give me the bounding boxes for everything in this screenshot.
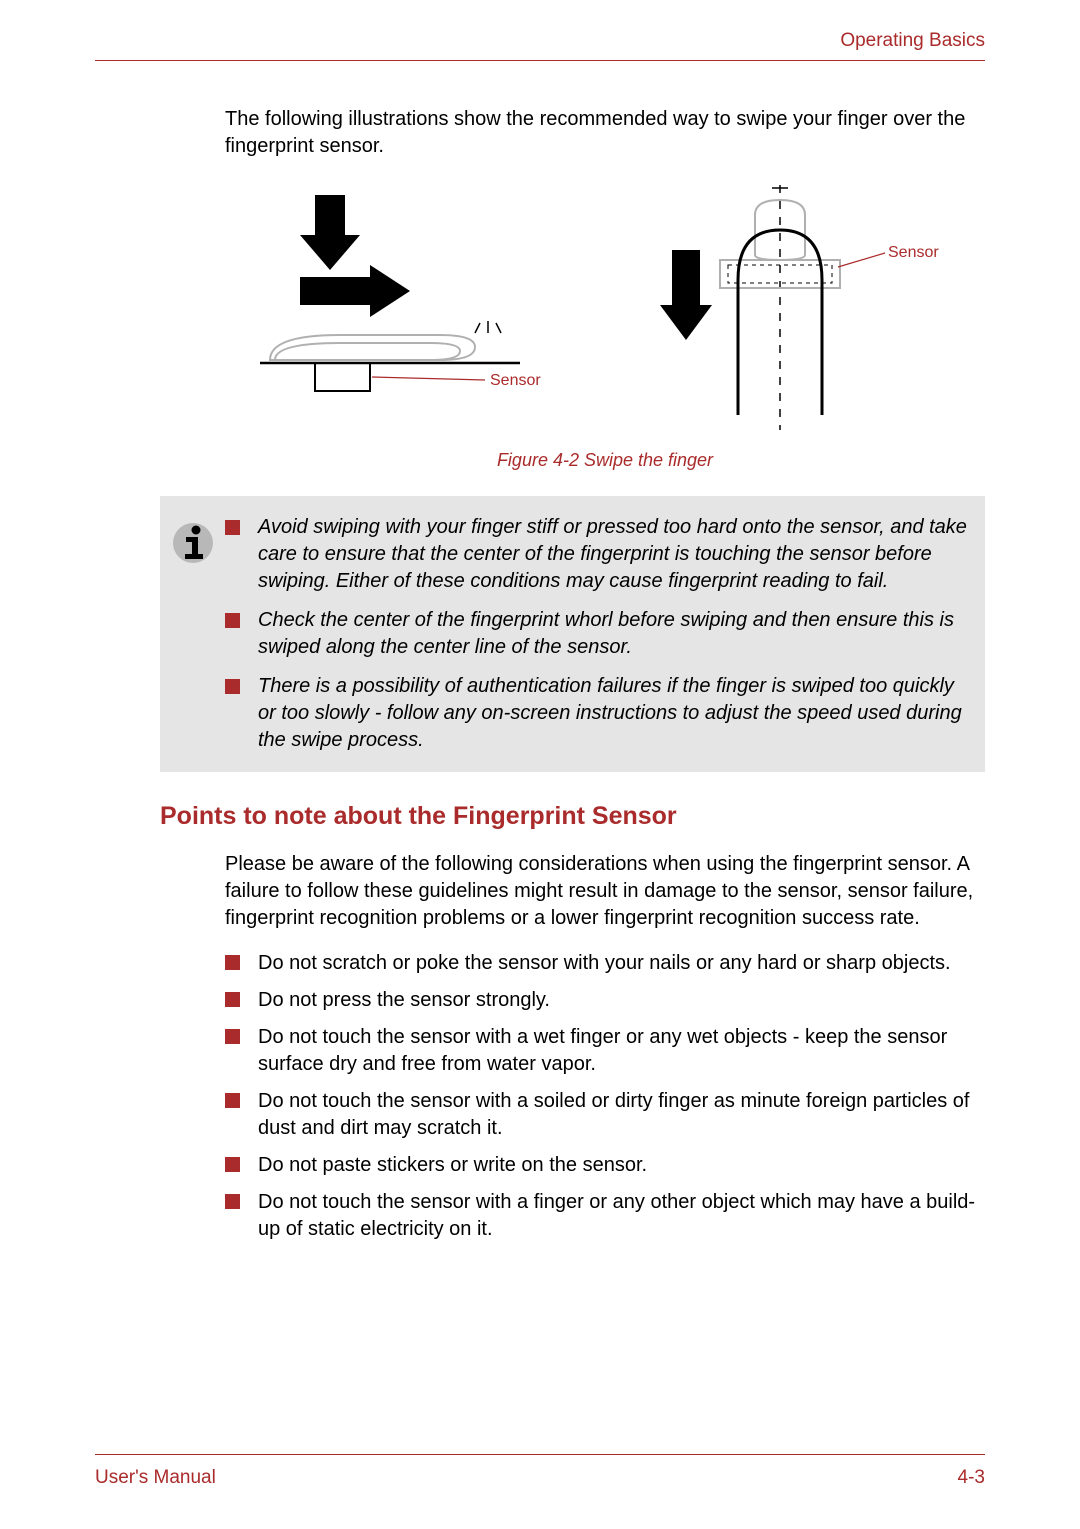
note-item: There is a possibility of authentication… [225, 673, 967, 754]
bullet-icon [225, 1194, 240, 1209]
footer-rule [95, 1454, 985, 1455]
list-item: Do not scratch or poke the sensor with y… [225, 950, 985, 977]
note-item: Avoid swiping with your finger stiff or … [225, 514, 967, 595]
list-item: Do not touch the sensor with a wet finge… [225, 1024, 985, 1078]
page-footer: User's Manual 4-3 [95, 1454, 985, 1489]
list-item-text: Do not touch the sensor with a wet finge… [258, 1024, 985, 1078]
footer-left: User's Manual [95, 1467, 216, 1489]
header-section-title: Operating Basics [95, 30, 985, 52]
section-intro: Please be aware of the following conside… [225, 851, 985, 932]
list-item-text: Do not paste stickers or write on the se… [258, 1152, 647, 1179]
list-item: Do not press the sensor strongly. [225, 987, 985, 1014]
header-rule [95, 60, 985, 61]
figure-caption: Figure 4-2 Swipe the finger [225, 450, 985, 471]
sensor-label-left: Sensor [490, 372, 541, 389]
figure-top-view: Sensor [660, 185, 950, 435]
list-item-text: Do not touch the sensor with a finger or… [258, 1189, 985, 1243]
note-list: Avoid swiping with your finger stiff or … [225, 514, 967, 754]
list-item: Do not touch the sensor with a finger or… [225, 1189, 985, 1243]
list-item-text: Do not scratch or poke the sensor with y… [258, 950, 951, 977]
footer-right: 4-3 [958, 1467, 985, 1489]
bullet-icon [225, 1157, 240, 1172]
list-item: Do not paste stickers or write on the se… [225, 1152, 985, 1179]
note-item: Check the center of the fingerprint whor… [225, 607, 967, 661]
bullet-icon [225, 613, 240, 628]
figure-side-view: Sensor [260, 195, 590, 425]
list-item: Do not touch the sensor with a soiled or… [225, 1088, 985, 1142]
bullet-icon [225, 679, 240, 694]
section-list: Do not scratch or poke the sensor with y… [225, 950, 985, 1243]
info-icon [172, 519, 214, 567]
list-item-text: Do not press the sensor strongly. [258, 987, 550, 1014]
sensor-label-right: Sensor [888, 244, 939, 261]
bullet-icon [225, 520, 240, 535]
section-heading: Points to note about the Fingerprint Sen… [160, 802, 985, 831]
list-item-text: Do not touch the sensor with a soiled or… [258, 1088, 985, 1142]
bullet-icon [225, 1093, 240, 1108]
note-item-text: Avoid swiping with your finger stiff or … [258, 514, 967, 595]
intro-paragraph: The following illustrations show the rec… [225, 106, 985, 160]
note-item-text: There is a possibility of authentication… [258, 673, 967, 754]
bullet-icon [225, 955, 240, 970]
note-box: Avoid swiping with your finger stiff or … [160, 496, 985, 772]
bullet-icon [225, 1029, 240, 1044]
figure-illustrations: Sensor Sensor [225, 185, 985, 435]
note-item-text: Check the center of the fingerprint whor… [258, 607, 967, 661]
bullet-icon [225, 992, 240, 1007]
